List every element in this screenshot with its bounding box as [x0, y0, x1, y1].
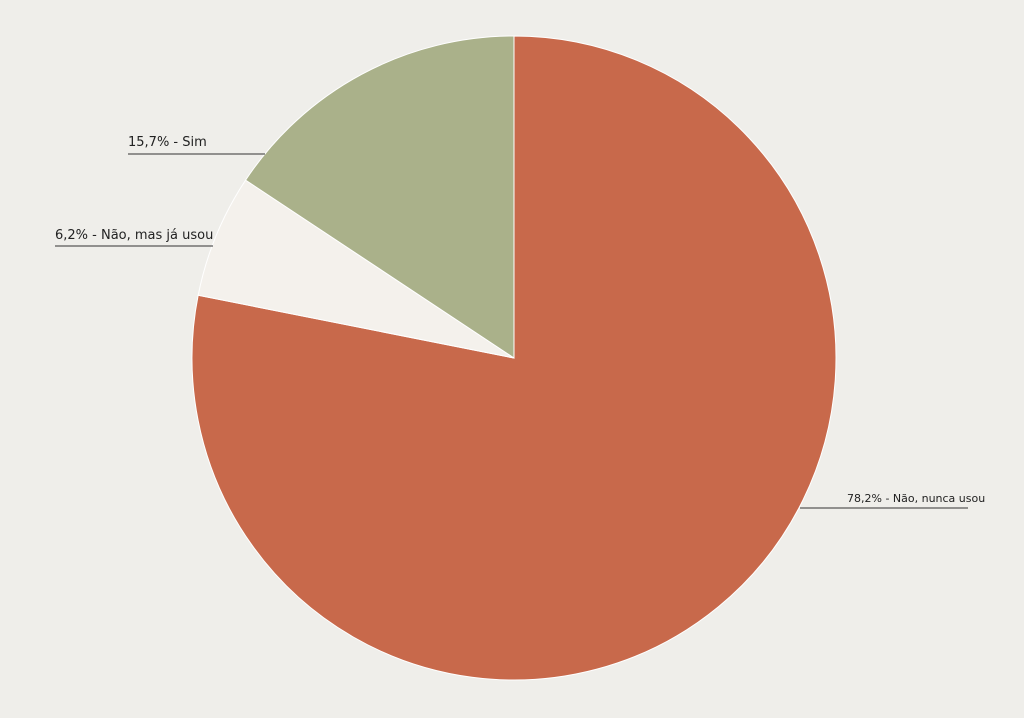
pie-slice [197, 179, 515, 359]
slice-label: 78,2% - Não, nunca usou [847, 492, 985, 505]
slice-label: 6,2% - Não, mas já usou [55, 228, 213, 243]
pie-slice [244, 35, 515, 359]
slice-label: 15,7% - Sim [128, 135, 207, 150]
